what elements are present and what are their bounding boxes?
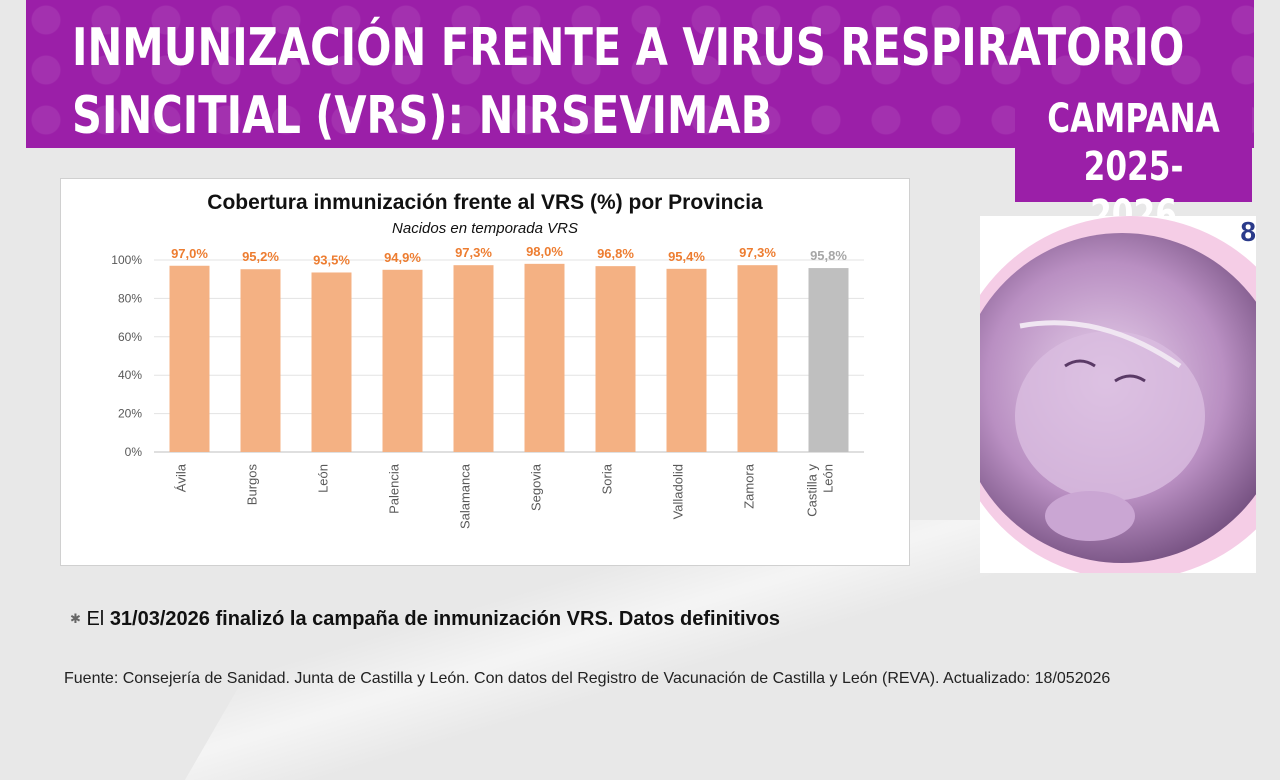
bar xyxy=(737,265,778,452)
y-tick-label: 0% xyxy=(125,445,143,459)
x-tick-label: León xyxy=(821,464,836,493)
data-label: 97,0% xyxy=(171,246,208,261)
chart-title: Cobertura inmunización frente al VRS (%)… xyxy=(207,191,763,214)
x-tick-label: Soria xyxy=(600,463,615,494)
y-tick-label: 20% xyxy=(118,407,142,421)
page-title: INMUNIZACIÓN FRENTE A VIRUS RESPIRATORIO… xyxy=(72,14,1184,148)
note-prefix: El xyxy=(86,608,110,630)
data-label: 96,8% xyxy=(597,246,634,261)
note-text: finalizó la campaña de inmunización VRS.… xyxy=(209,608,781,630)
data-label: 97,3% xyxy=(739,245,776,260)
y-tick-label: 60% xyxy=(118,330,142,344)
x-tick-label: Zamora xyxy=(742,463,757,509)
x-tick-label: Palencia xyxy=(387,463,402,514)
source-footnote: Fuente: Consejería de Sanidad. Junta de … xyxy=(64,670,1111,687)
bar xyxy=(382,269,423,452)
campaign-years: 2025-2026 xyxy=(1083,144,1184,238)
bar xyxy=(240,269,281,452)
baby-illustration xyxy=(980,216,1256,573)
bar xyxy=(311,272,352,452)
chart-subtitle: Nacidos en temporada VRS xyxy=(392,220,578,237)
data-label: 93,5% xyxy=(313,252,350,267)
note-date: 31/03/2026 xyxy=(109,608,210,630)
x-tick-label: Salamanca xyxy=(458,463,473,529)
title-line-2: SINCITIAL (VRS): NIRSEVIMAB xyxy=(72,86,773,146)
x-tick-label: Segovia xyxy=(529,463,544,511)
corner-number: 8 xyxy=(1240,216,1256,247)
data-label: 97,3% xyxy=(455,245,492,260)
x-tick-label: Burgos xyxy=(245,464,260,506)
y-tick-label: 40% xyxy=(118,368,142,382)
data-label: 94,9% xyxy=(384,250,421,265)
data-label: 95,4% xyxy=(668,249,705,264)
bar xyxy=(453,265,494,452)
asterisk-icon: ✱ xyxy=(70,611,81,626)
y-tick-label: 80% xyxy=(118,291,142,305)
campaign-label: CAMPANA xyxy=(1047,96,1220,142)
bar xyxy=(524,263,565,452)
bar xyxy=(169,265,210,452)
bar xyxy=(666,268,707,452)
baby-photo: 8 xyxy=(980,216,1256,573)
x-tick-label: Ávila xyxy=(174,463,189,492)
title-line-1: INMUNIZACIÓN FRENTE A VIRUS RESPIRATORIO xyxy=(72,18,1185,78)
x-tick-label: León xyxy=(316,464,331,493)
data-label: 95,8% xyxy=(810,248,847,263)
x-tick-label: Valladolid xyxy=(671,464,686,519)
y-tick-label: 100% xyxy=(111,253,142,267)
chart-canvas: Cobertura inmunización frente al VRS (%)… xyxy=(111,191,864,529)
data-label: 95,2% xyxy=(242,249,279,264)
bar xyxy=(595,266,636,452)
bars: 97,0% Ávila 95,2% Burgos 93,5% León 94,9% Palen… xyxy=(169,244,849,529)
data-label: 98,0% xyxy=(526,244,563,259)
bar xyxy=(808,268,849,452)
coverage-chart: Cobertura inmunización frente al VRS (%)… xyxy=(60,178,910,566)
campaign-badge: CAMPANA 2025-2026 xyxy=(1015,95,1252,238)
x-tick-label: Castilla y xyxy=(805,464,820,517)
title-banner: INMUNIZACIÓN FRENTE A VIRUS RESPIRATORIO… xyxy=(26,0,1254,148)
campaign-note: ✱ El 31/03/2026 finalizó la campaña de i… xyxy=(70,608,780,631)
